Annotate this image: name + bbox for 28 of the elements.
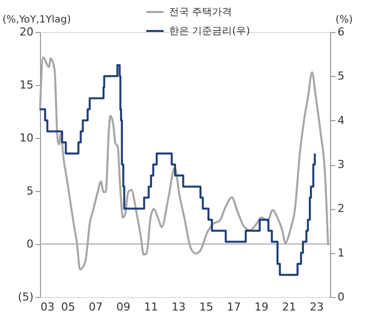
y2-tick-label: 6 bbox=[338, 26, 344, 38]
x-tick-label: 23 bbox=[310, 300, 324, 314]
y-tick-label: 0 bbox=[26, 238, 34, 250]
y2-tick-label: 3 bbox=[338, 158, 344, 171]
x-tick-label: 09 bbox=[116, 300, 130, 314]
x-tick-label: 15 bbox=[199, 300, 214, 314]
y2-tick-label: 5 bbox=[338, 70, 344, 83]
x-tick-label: 03 bbox=[40, 300, 54, 314]
x-tick-label: 19 bbox=[254, 300, 268, 314]
y-tick-label: 15 bbox=[20, 78, 34, 92]
x-tick-label: 05 bbox=[61, 300, 76, 314]
y-tick-label: 20 bbox=[20, 26, 34, 38]
x-tick-label: 07 bbox=[88, 300, 103, 314]
y-tick-label: (5) bbox=[18, 290, 34, 304]
y2-tick-label: 2 bbox=[338, 202, 344, 216]
legend-label: 한은 기준금리(우) bbox=[169, 26, 250, 37]
y-axis-title: (%,YoY,1Ylag) bbox=[2, 14, 71, 26]
x-tick-label: 13 bbox=[172, 300, 186, 314]
x-tick-label: 21 bbox=[282, 300, 296, 314]
y2-tick-label: 1 bbox=[338, 246, 344, 260]
y2-tick-label: 4 bbox=[338, 114, 344, 127]
y-tick-label: 5 bbox=[26, 184, 34, 198]
y2-axis-title: (%) bbox=[336, 14, 353, 26]
legend-label: 전국 주택가격 bbox=[169, 7, 232, 18]
y2-tick-label: 0 bbox=[338, 290, 344, 304]
x-tick-label: 17 bbox=[226, 300, 241, 314]
y-tick-label: 10 bbox=[20, 132, 34, 144]
x-tick-label: 11 bbox=[144, 300, 158, 314]
